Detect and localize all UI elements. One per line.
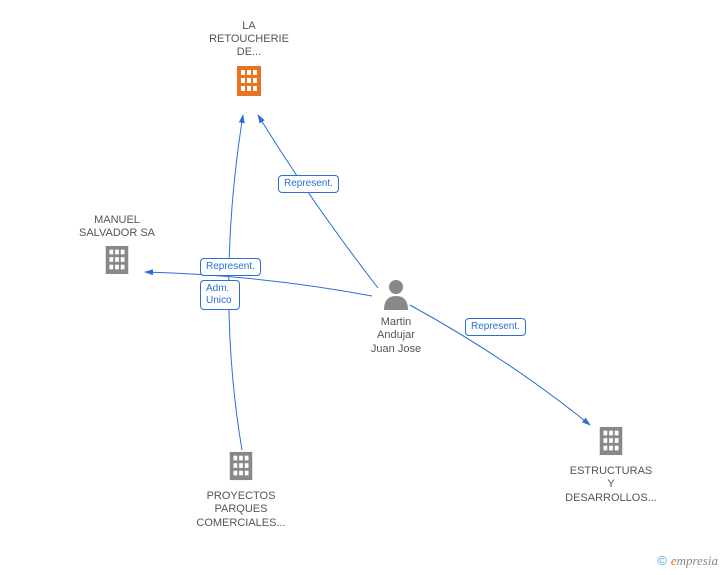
node-label: LA RETOUCHERIE DE... xyxy=(200,20,298,60)
building-icon xyxy=(72,244,162,280)
node-estructuras[interactable]: ESTRUCTURAS Y DESARROLLOS... xyxy=(556,425,666,505)
edge-label-represent-1: Represent. xyxy=(278,175,339,193)
person-icon xyxy=(356,278,436,314)
node-label: PROYECTOS PARQUES COMERCIALES... xyxy=(186,490,296,530)
node-manuel-salvador[interactable]: MANUEL SALVADOR SA xyxy=(72,214,162,281)
node-martin-andujar[interactable]: Martin Andujar Juan Jose xyxy=(356,278,436,356)
building-icon xyxy=(556,425,666,461)
node-la-retoucherie[interactable]: LA RETOUCHERIE DE... xyxy=(200,20,298,102)
edge-label-represent-2: Represent. xyxy=(200,258,261,276)
watermark: ©empresia xyxy=(657,553,718,569)
node-label: MANUEL SALVADOR SA xyxy=(72,214,162,240)
node-proyectos-parques[interactable]: PROYECTOS PARQUES COMERCIALES... xyxy=(186,450,296,530)
edge-label-adm-unico: Adm. Unico xyxy=(200,280,240,310)
copyright-icon: © xyxy=(657,553,667,568)
watermark-rest: mpresia xyxy=(677,553,718,568)
edge-label-represent-3: Represent. xyxy=(465,318,526,336)
edge-martin-to-retoucherie xyxy=(258,115,378,288)
diagram-canvas: LA RETOUCHERIE DE... MANUEL SALVADOR SA xyxy=(0,0,728,575)
building-icon xyxy=(186,450,296,486)
node-label: ESTRUCTURAS Y DESARROLLOS... xyxy=(556,465,666,505)
node-label: Martin Andujar Juan Jose xyxy=(356,316,436,356)
building-icon xyxy=(200,64,298,102)
